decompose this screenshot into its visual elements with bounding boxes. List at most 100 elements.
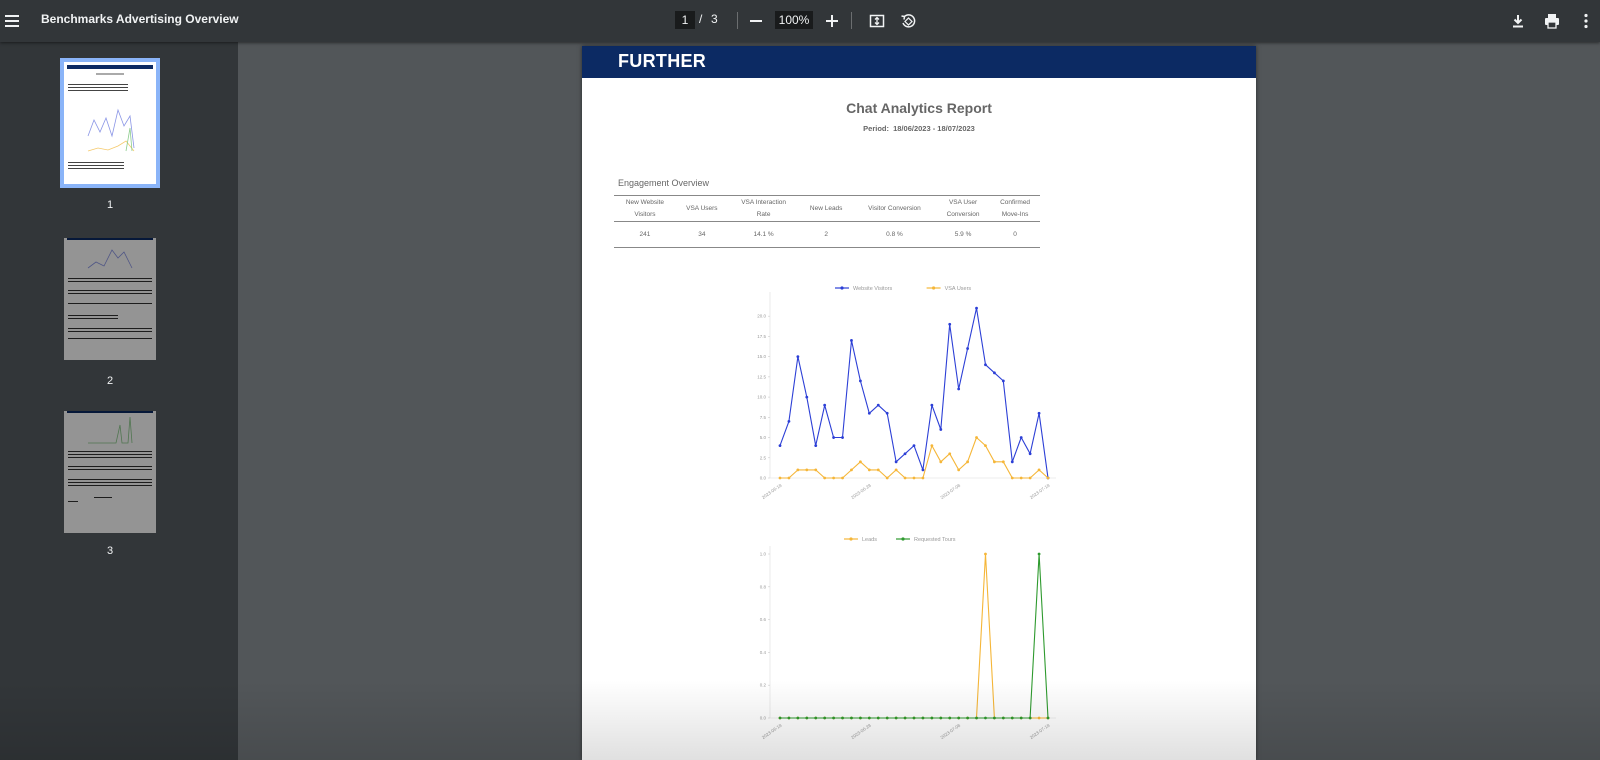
data-point: [796, 355, 800, 359]
data-point: [912, 716, 916, 720]
data-point: [867, 468, 871, 472]
data-point: [1028, 716, 1032, 720]
y-tick-label: 12.5: [757, 374, 766, 379]
y-tick-label: 0.8: [760, 584, 767, 589]
data-point: [805, 395, 809, 399]
data-point: [778, 476, 782, 480]
data-point: [1010, 716, 1014, 720]
data-point: [1028, 452, 1032, 456]
legend-marker: [849, 537, 853, 541]
print-icon: [1545, 14, 1559, 29]
data-point: [894, 460, 898, 464]
print-button[interactable]: [1540, 9, 1564, 33]
data-point: [903, 716, 907, 720]
data-point: [948, 452, 952, 456]
brand-logo: FURTHER: [618, 51, 707, 71]
x-tick-label: 2023-06-28: [850, 722, 872, 740]
data-point: [859, 379, 862, 383]
report-period: Period: 18/06/2023 - 18/07/2023: [582, 124, 1256, 133]
page-total: 3: [711, 12, 718, 26]
data-point: [975, 436, 978, 439]
data-point: [930, 716, 934, 720]
data-point: [975, 716, 978, 720]
engagement-header-row: New Website Visitors VSA Users VSA Intera…: [614, 195, 1040, 222]
data-point: [778, 716, 782, 720]
data-point: [823, 716, 827, 720]
download-button[interactable]: [1506, 9, 1530, 33]
more-options-button[interactable]: [1574, 9, 1598, 33]
x-tick-label: 2023-06-28: [850, 482, 872, 500]
data-point: [939, 716, 943, 720]
data-point: [823, 476, 827, 480]
y-tick-label: 7.5: [760, 415, 767, 420]
legend-marker: [901, 537, 905, 541]
y-tick-label: 0.4: [760, 650, 767, 655]
data-point: [814, 444, 818, 448]
data-point: [1037, 552, 1041, 556]
data-point: [796, 468, 800, 472]
data-point: [859, 460, 862, 464]
col-vsa-interaction-rate: VSA Interaction Rate: [727, 195, 800, 222]
zoom-input[interactable]: [775, 11, 813, 29]
col-visitor-conversion: Visitor Conversion: [852, 195, 937, 222]
data-point: [876, 716, 880, 720]
data-point: [921, 468, 925, 472]
thumbnail-sidebar: 1 2 3: [0, 42, 238, 760]
plus-icon: [826, 15, 838, 27]
value-vsa-interaction-rate: 14.1 %: [727, 221, 800, 248]
page-number-input[interactable]: [675, 11, 695, 29]
y-tick-label: 17.5: [757, 334, 766, 339]
y-tick-label: 2.5: [760, 455, 767, 460]
rotate-button[interactable]: [896, 9, 920, 33]
x-tick-label: 2023-07-08: [940, 482, 962, 500]
data-point: [796, 716, 800, 720]
page-thumbnail-2[interactable]: [64, 238, 156, 360]
data-point: [984, 716, 987, 720]
series-line: [780, 553, 1049, 719]
more-vert-icon: [1584, 13, 1588, 29]
data-point: [1001, 460, 1005, 464]
menu-icon[interactable]: [0, 9, 24, 33]
data-point: [885, 476, 889, 480]
minus-icon: [750, 20, 762, 22]
data-point: [876, 403, 880, 407]
data-point: [930, 444, 934, 448]
x-tick-label: 2023-07-08: [940, 722, 962, 740]
data-point: [1037, 716, 1041, 720]
col-new-leads: New Leads: [799, 195, 853, 222]
y-tick-label: 15.0: [757, 354, 766, 359]
zoom-in-button[interactable]: [820, 9, 844, 33]
data-point: [850, 716, 853, 720]
data-point: [939, 460, 943, 464]
col-vsa-users: VSA Users: [675, 195, 728, 222]
zoom-out-button[interactable]: [744, 9, 768, 33]
data-point: [1019, 476, 1023, 480]
data-point: [966, 716, 969, 720]
data-point: [1019, 436, 1023, 439]
data-point: [787, 419, 791, 423]
data-point: [930, 403, 934, 407]
data-point: [984, 444, 987, 448]
series-line: [779, 307, 1049, 479]
data-point: [1046, 476, 1050, 480]
page-thumbnail-3[interactable]: [64, 411, 156, 533]
data-point: [1010, 476, 1014, 480]
data-point: [823, 403, 827, 407]
data-point: [1028, 476, 1032, 480]
data-point: [948, 322, 952, 326]
fit-page-button[interactable]: [865, 9, 889, 33]
legend-label: VSA Users: [945, 286, 972, 292]
data-point: [778, 444, 782, 448]
data-point: [1037, 411, 1041, 415]
pdf-page: FURTHER Chat Analytics Report Period: 18…: [582, 46, 1256, 760]
data-point: [876, 468, 880, 472]
data-point: [814, 468, 818, 472]
data-point: [867, 716, 871, 720]
page-thumbnail-1[interactable]: [60, 58, 160, 188]
data-point: [966, 460, 969, 464]
thumbnail-number: 2: [106, 375, 114, 387]
col-confirmed-move-ins: Confirmed Move-Ins: [990, 195, 1040, 222]
data-point: [859, 716, 862, 720]
data-point: [957, 716, 961, 720]
series-line: [780, 553, 1048, 719]
